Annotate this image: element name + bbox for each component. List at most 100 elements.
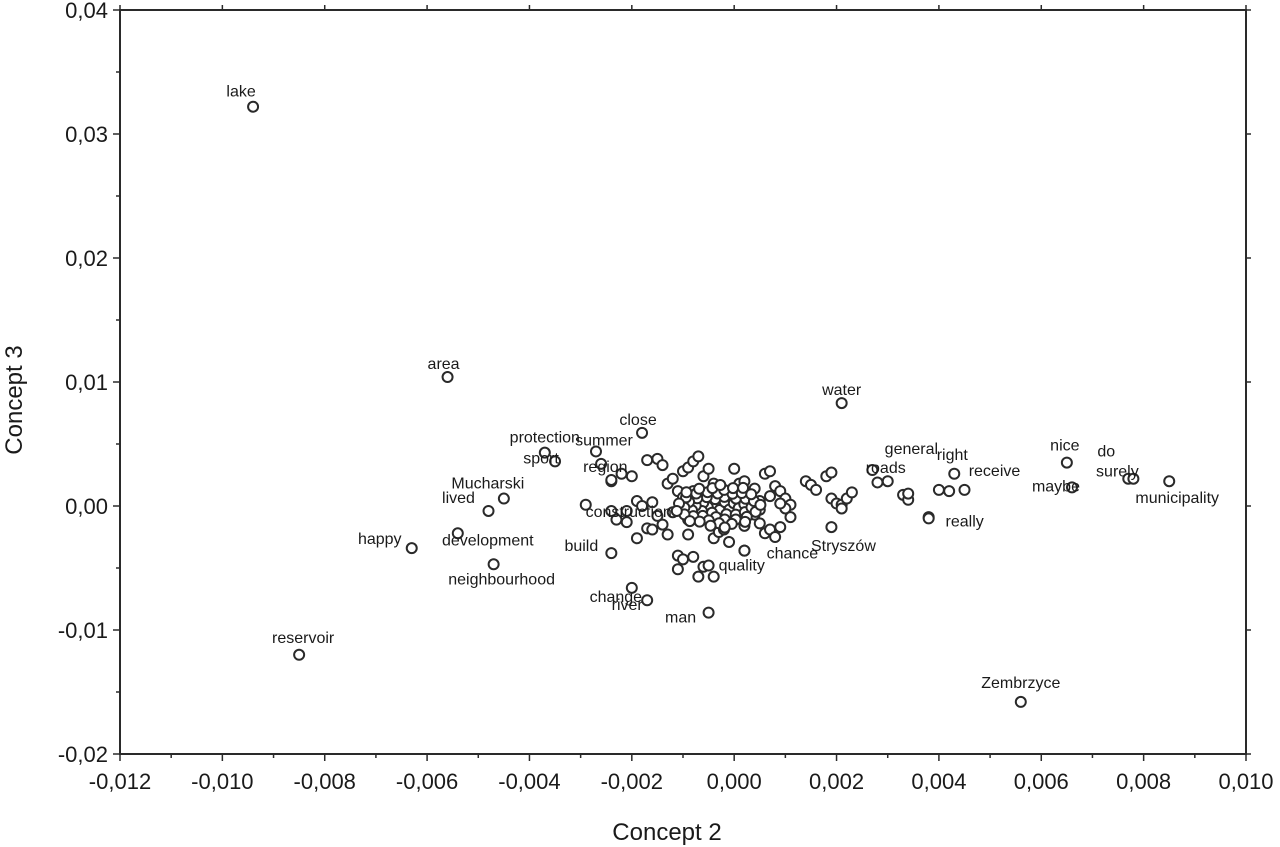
point-label: right [937, 447, 969, 464]
y-tick-label: -0,01 [58, 618, 108, 643]
point-label: man [665, 610, 696, 627]
data-point [1163, 475, 1176, 488]
data-point [922, 512, 935, 525]
data-point [702, 559, 715, 572]
data-point [754, 498, 767, 511]
data-point [620, 516, 633, 529]
data-point [670, 504, 683, 517]
data-point [958, 483, 971, 496]
data-point [764, 465, 777, 478]
x-tick-label: 0,010 [1218, 769, 1273, 794]
data-point [692, 570, 705, 583]
x-tick-label: -0,012 [89, 769, 151, 794]
data-point [718, 521, 731, 534]
data-point [405, 542, 418, 555]
data-point [641, 454, 654, 467]
data-point [549, 455, 562, 468]
data-point [497, 492, 510, 505]
data-point [538, 446, 551, 459]
x-tick-label: -0,002 [601, 769, 663, 794]
x-tick-label: -0,004 [498, 769, 560, 794]
data-point [636, 426, 649, 439]
data-point [247, 100, 260, 113]
data-point [687, 550, 700, 563]
data-point [866, 464, 879, 477]
data-point [702, 606, 715, 619]
point-label: protection [510, 430, 580, 447]
point-label: happy [358, 531, 402, 548]
x-tick-label: 0,008 [1116, 769, 1171, 794]
data-points [247, 100, 1176, 708]
data-point [738, 544, 751, 557]
data-point [661, 528, 674, 541]
data-point [1065, 481, 1078, 494]
point-label: water [821, 382, 862, 399]
point-label: Mucharski [451, 476, 524, 493]
data-point [728, 462, 741, 475]
point-label: summer [575, 432, 633, 449]
x-axis: -0,012 -0,010 -0,008 -0,006 -0,004 -0,002 0,00… [89, 5, 1274, 794]
x-tick-label: -0,010 [191, 769, 253, 794]
data-point [943, 485, 956, 498]
data-point [745, 488, 758, 501]
y-tick-label: -0,02 [58, 742, 108, 767]
data-point [707, 570, 720, 583]
data-point [723, 535, 736, 548]
x-tick-label: 0,004 [911, 769, 966, 794]
point-label: quality [719, 558, 765, 575]
data-point [451, 527, 464, 540]
data-point [1060, 456, 1073, 469]
point-label: really [946, 513, 984, 530]
point-label: surely [1096, 464, 1139, 481]
data-point [579, 498, 592, 511]
point-label: receive [969, 463, 1021, 480]
data-point [605, 547, 618, 560]
data-point [881, 475, 894, 488]
data-point [620, 504, 633, 517]
y-tick-label: 0,01 [65, 370, 108, 395]
data-point [727, 482, 740, 495]
y-tick-label: 0,00 [65, 494, 108, 519]
data-point [693, 515, 706, 528]
data-point [810, 483, 823, 496]
data-point [293, 648, 306, 661]
data-point [677, 553, 689, 566]
data-point [656, 518, 669, 531]
data-point [625, 470, 638, 483]
data-point [845, 486, 858, 499]
data-point [683, 515, 696, 528]
y-axis-title: Concept 3 [1, 345, 28, 454]
data-point [487, 558, 500, 571]
point-label: region [583, 459, 627, 476]
point-label: Zembrzyce [981, 675, 1060, 692]
point-label: maybe [1032, 478, 1080, 495]
data-point [656, 459, 669, 472]
point-label: river [612, 597, 644, 614]
data-point [589, 445, 602, 458]
data-point [871, 476, 884, 489]
data-point [1127, 472, 1140, 485]
point-label: lake [226, 84, 255, 101]
point-label: construction [586, 504, 672, 521]
point-label: municipality [1135, 490, 1219, 507]
data-point [902, 487, 915, 500]
data-point [666, 472, 679, 485]
x-tick-label: -0,006 [396, 769, 458, 794]
data-point [753, 517, 766, 530]
data-point [1014, 695, 1027, 708]
data-point [636, 500, 649, 512]
x-tick-label: 0,006 [1014, 769, 1069, 794]
point-label: sport [523, 450, 559, 467]
data-point [641, 594, 654, 607]
data-point [671, 563, 684, 576]
data-point [646, 523, 659, 536]
data-point [680, 486, 693, 499]
data-point [774, 521, 787, 534]
x-tick-label: -0,008 [294, 769, 356, 794]
point-label: close [619, 412, 656, 429]
x-tick-label: 0,000 [707, 769, 762, 794]
data-point [948, 467, 961, 480]
point-label: Stryszów [811, 538, 876, 555]
data-point [692, 450, 705, 463]
